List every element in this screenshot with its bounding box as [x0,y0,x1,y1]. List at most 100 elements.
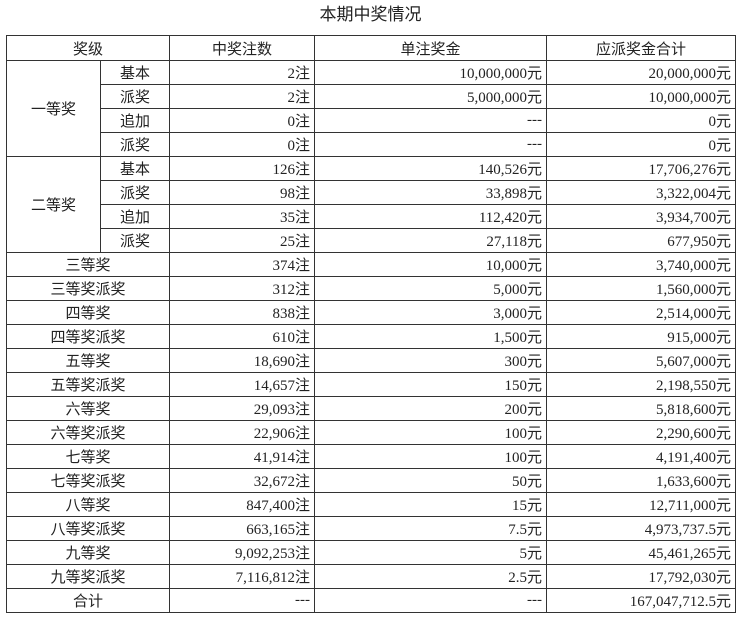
unit-prize: 200元 [314,396,548,421]
prize-sublevel: 派奖 [99,228,171,253]
total-prize: 17,792,030元 [546,564,737,589]
winner-count: 838注 [169,300,316,325]
total-prize: 0元 [546,132,737,157]
header-total: 应派奖金合计 [546,35,737,61]
winner-count: --- [169,588,316,613]
table-row: 八等奖派奖 663,165注 7.5元 4,973,737.5元 [5,516,737,541]
table-row: 九等奖 9,092,253注 5元 45,461,265元 [5,540,737,565]
unit-prize: --- [314,588,548,613]
prize-level: 二等奖 [6,156,101,253]
total-prize: 1,633,600元 [546,468,737,493]
prize-level: 九等奖 [5,540,171,565]
prize-level: 五等奖 [5,348,171,373]
winner-count: 14,657注 [169,372,316,397]
winner-count: 663,165注 [169,516,316,541]
total-prize: 45,461,265元 [546,540,737,565]
prize-level: 六等奖派奖 [5,420,171,445]
header-prize: 单注奖金 [314,35,548,61]
winner-count: 847,400注 [169,492,316,517]
prize-sublevel: 基本 [99,60,171,85]
unit-prize: 10,000,000元 [314,60,548,85]
table-row: 二等奖 基本 126注 140,526元 17,706,276元 [6,156,737,253]
unit-prize: 5,000元 [314,276,548,301]
total-prize: 677,950元 [546,228,737,253]
prize-level: 五等奖派奖 [5,372,171,397]
table-row: 七等奖 41,914注 100元 4,191,400元 [5,444,737,469]
total-prize: 20,000,000元 [546,60,737,85]
winner-count: 0注 [169,132,316,157]
table-row: 五等奖 18,690注 300元 5,607,000元 [5,348,737,373]
winner-count: 9,092,253注 [169,540,316,565]
unit-prize: 3,000元 [314,300,548,325]
unit-prize: 2.5元 [314,564,548,589]
table-row: 九等奖派奖 7,116,812注 2.5元 17,792,030元 [5,564,737,589]
prize-level: 七等奖派奖 [5,468,171,493]
prize-level: 三等奖派奖 [5,276,171,301]
unit-prize: 300元 [314,348,548,373]
winner-count: 2注 [169,84,316,109]
unit-prize: 100元 [314,420,548,445]
table-row: 派奖 98注 33,898元 3,322,004元 [7,180,737,205]
prize-sublevel: 派奖 [99,180,171,205]
total-row: 合计 --- --- 167,047,712.5元 [5,588,737,613]
table-row: 派奖 2注 5,000,000元 10,000,000元 [7,84,737,109]
table-row: 三等奖派奖 312注 5,000元 1,560,000元 [5,276,737,301]
header-level: 奖级 [5,35,171,61]
total-prize: 3,934,700元 [546,204,737,229]
total-prize: 17,706,276元 [546,156,737,181]
prize-level: 四等奖 [5,300,171,325]
table-row: 派奖 25注 27,118元 677,950元 [7,228,737,253]
winner-count: 41,914注 [169,444,316,469]
winner-count: 25注 [169,228,316,253]
table-row: 派奖 0注 --- 0元 [7,132,737,157]
total-prize: 2,514,000元 [546,300,737,325]
table-row: 追加 35注 112,420元 3,934,700元 [7,204,737,229]
unit-prize: 10,000元 [314,252,548,277]
unit-prize: 112,420元 [314,204,548,229]
unit-prize: 150元 [314,372,548,397]
total-prize: 2,198,550元 [546,372,737,397]
winner-count: 374注 [169,252,316,277]
unit-prize: 5,000,000元 [314,84,548,109]
unit-prize: --- [314,108,548,133]
table-row: 六等奖 29,093注 200元 5,818,600元 [5,396,737,421]
unit-prize: 50元 [314,468,548,493]
prize-level: 六等奖 [5,396,171,421]
unit-prize: 5元 [314,540,548,565]
table-row: 追加 0注 --- 0元 [7,108,737,133]
total-prize: 5,818,600元 [546,396,737,421]
table-row: 四等奖派奖 610注 1,500元 915,000元 [5,324,737,349]
winner-count: 18,690注 [169,348,316,373]
winner-count: 0注 [169,108,316,133]
winner-count: 35注 [169,204,316,229]
prize-level: 八等奖派奖 [5,516,171,541]
prize-level: 合计 [5,588,171,613]
prize-sublevel: 追加 [99,204,171,229]
unit-prize: 33,898元 [314,180,548,205]
unit-prize: 1,500元 [314,324,548,349]
total-prize: 4,973,737.5元 [546,516,737,541]
unit-prize: 100元 [314,444,548,469]
total-prize: 1,560,000元 [546,276,737,301]
prize-level: 八等奖 [5,492,171,517]
prize-level: 九等奖派奖 [5,564,171,589]
winner-count: 610注 [169,324,316,349]
table-row: 七等奖派奖 32,672注 50元 1,633,600元 [5,468,737,493]
unit-prize: 140,526元 [314,156,548,181]
prize-sublevel: 派奖 [99,132,171,157]
total-prize: 915,000元 [546,324,737,349]
table-row: 五等奖派奖 14,657注 150元 2,198,550元 [5,372,737,397]
total-prize: 3,740,000元 [546,252,737,277]
unit-prize: 27,118元 [314,228,548,253]
prize-sublevel: 基本 [99,156,171,181]
winner-count: 98注 [169,180,316,205]
prize-level: 七等奖 [5,444,171,469]
table-row: 六等奖派奖 22,906注 100元 2,290,600元 [5,420,737,445]
prize-level: 一等奖 [6,60,101,157]
prize-level: 三等奖 [5,252,171,277]
unit-prize: 7.5元 [314,516,548,541]
unit-prize: 15元 [314,492,548,517]
total-prize: 10,000,000元 [546,84,737,109]
winner-count: 29,093注 [169,396,316,421]
winner-count: 7,116,812注 [169,564,316,589]
